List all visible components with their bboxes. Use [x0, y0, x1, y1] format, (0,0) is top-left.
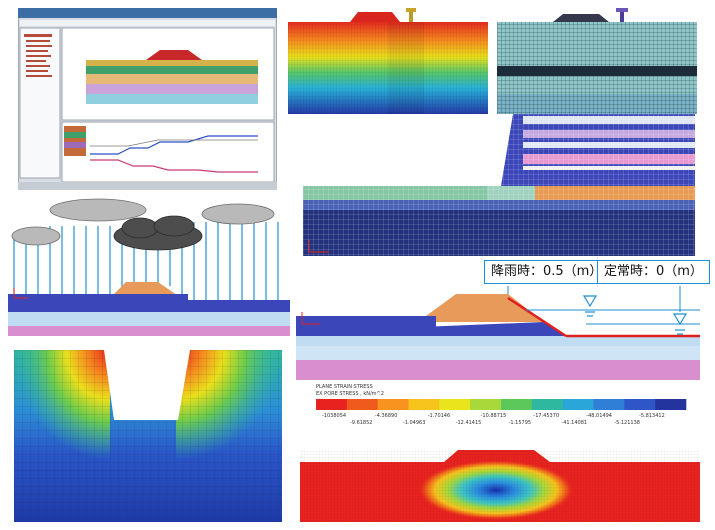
steady-water-level-label: 定常時：0（m） — [597, 260, 710, 284]
window-title-bar — [18, 8, 277, 18]
legend-title-2: EX PORE STRESS , kN/m^2 — [316, 391, 384, 397]
tree-sidebar — [19, 27, 61, 179]
legend-swatch — [593, 399, 625, 410]
excavation-contour-panel — [14, 350, 282, 522]
legend-tick-label: -48.01494 — [586, 413, 612, 419]
legend-swatch — [655, 399, 687, 410]
graph-view — [61, 121, 275, 183]
water-level-scenario — [296, 286, 700, 380]
legend-swatch — [346, 399, 378, 410]
software-window-panel — [18, 8, 277, 190]
axis-arrow-icon — [13, 288, 28, 299]
legend-swatch — [624, 399, 656, 410]
legend-tick-label: -1.15795 — [509, 420, 531, 426]
water-level-triangle-icon — [582, 295, 598, 317]
axis-arrow-icon — [301, 312, 320, 325]
storm-cloud-icon — [113, 215, 203, 251]
legend-tick-label: -1.70146 — [428, 413, 450, 419]
legend-tick-label: -17.45370 — [533, 413, 559, 419]
stress-contour — [288, 8, 488, 114]
legend-color-bar — [316, 399, 687, 410]
legend-tick-label: -12.41415 — [456, 420, 482, 426]
water-level-triangle-icon — [672, 313, 688, 335]
water-level-panel — [296, 262, 700, 380]
rain-water-level-label: 降雨時：0.5（m） — [484, 260, 610, 284]
legend-tick-label: -5.121138 — [614, 420, 640, 426]
legend-tick-label: -5.813412 — [639, 413, 665, 419]
legend-tick-label: -1.04963 — [403, 420, 425, 426]
stress-contour-panel — [288, 8, 488, 114]
legend-tick-label: -9.61852 — [350, 420, 372, 426]
legend-swatch — [316, 399, 348, 410]
legend-tick-label: -1038054 — [322, 413, 346, 419]
excavation-pit — [104, 350, 190, 420]
embankment-shape — [426, 294, 544, 322]
excavation-contour — [14, 350, 282, 522]
legend-tick-label: -4.36890 — [375, 413, 397, 419]
legend-swatch — [562, 399, 594, 410]
legend-swatch — [377, 399, 409, 410]
software-window — [18, 8, 277, 190]
legend-swatch — [470, 399, 502, 410]
legend-tick-label: -41.14081 — [561, 420, 587, 426]
embankment-shape — [350, 12, 400, 22]
legend-swatch — [408, 399, 440, 410]
legend-swatch — [501, 399, 533, 410]
rain-cloud-icon — [11, 198, 275, 246]
rain-scenario-panel — [8, 196, 290, 344]
legend-swatch — [531, 399, 563, 410]
pore-stress-contour: PLANE STRAIN STRESS EX PORE STRESS , kN/… — [300, 384, 700, 522]
fe-mesh-middle — [303, 114, 695, 256]
legend-tick-label: -10.88715 — [481, 413, 507, 419]
fe-mesh-top — [497, 8, 697, 114]
mesh-panel-top — [497, 8, 697, 114]
slope-line — [507, 296, 567, 338]
legend-title-1: PLANE STRAIN STRESS — [316, 384, 373, 390]
rain-scenario — [8, 198, 290, 336]
pore-stress-panel: PLANE STRAIN STRESS EX PORE STRESS , kN/… — [298, 382, 702, 524]
embankment-shape — [553, 14, 609, 22]
legend-swatch — [439, 399, 471, 410]
mesh-panel-middle — [303, 114, 695, 256]
